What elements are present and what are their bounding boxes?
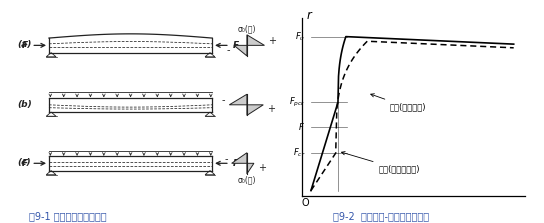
Text: $F_u$: $F_u$ [295, 30, 305, 43]
Polygon shape [230, 94, 247, 105]
Text: $F$: $F$ [298, 121, 305, 132]
Text: +: + [269, 36, 276, 46]
Text: (c): (c) [17, 158, 32, 167]
Text: σ₀(拉): σ₀(拉) [238, 176, 256, 185]
Text: O: O [301, 198, 309, 208]
Text: (a): (a) [17, 41, 32, 50]
Polygon shape [247, 163, 254, 174]
Polygon shape [234, 45, 247, 56]
Polygon shape [232, 153, 247, 163]
Text: 图9-2  梁的荷载-绕度曲线对比图: 图9-2 梁的荷载-绕度曲线对比图 [333, 211, 429, 221]
Text: $F_{cr}$: $F_{cr}$ [293, 147, 305, 159]
Text: (b): (b) [17, 100, 32, 109]
Text: 开裂(非预应力梁): 开裂(非预应力梁) [342, 152, 420, 174]
Text: r: r [306, 9, 311, 22]
Text: F: F [233, 159, 239, 168]
Text: F: F [22, 41, 28, 50]
Text: -: - [226, 45, 230, 55]
Polygon shape [247, 35, 264, 45]
Text: +: + [267, 104, 275, 114]
Text: +: + [258, 163, 266, 173]
Text: 图9-1 预应力梁的受力情况: 图9-1 预应力梁的受力情况 [29, 211, 107, 221]
Text: 开裂(预应力梁): 开裂(预应力梁) [371, 94, 426, 112]
Text: F: F [22, 159, 28, 168]
Text: -: - [224, 154, 227, 164]
Text: $F_{pcr}$: $F_{pcr}$ [289, 96, 305, 109]
Text: σ₀(压): σ₀(压) [238, 24, 256, 33]
Polygon shape [247, 105, 263, 115]
Text: -: - [222, 95, 225, 105]
Text: F: F [233, 41, 239, 50]
